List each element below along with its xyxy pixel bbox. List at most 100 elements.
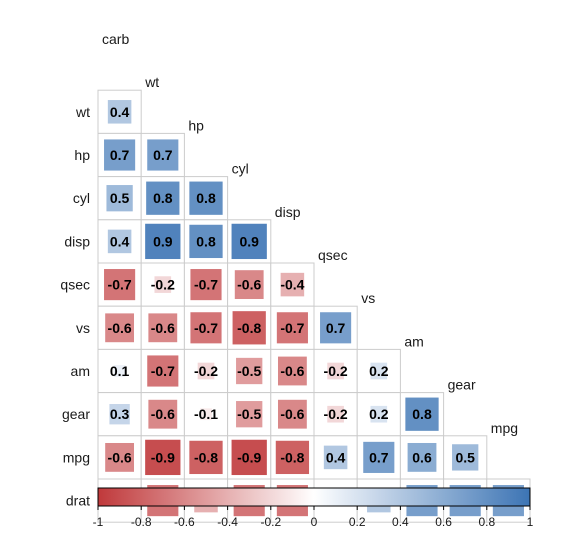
correlation-square — [147, 355, 179, 387]
correlation-square — [370, 405, 388, 423]
cell-value: 0.7 — [369, 449, 389, 465]
cell-value: 0.7 — [110, 147, 130, 163]
colorbar-tick-label: 0 — [311, 515, 318, 529]
correlation-square — [107, 100, 132, 124]
row-label: vs — [76, 320, 90, 336]
cell-value: 0.2 — [369, 363, 389, 379]
cell-value: 0.9 — [153, 233, 173, 249]
correlation-square — [277, 399, 307, 429]
row-label: drat — [66, 493, 90, 509]
cell-value: -0.6 — [280, 363, 304, 379]
cell-value: 0.9 — [239, 233, 259, 249]
cell-value: 0.4 — [326, 449, 346, 465]
cell-value: -0.7 — [108, 277, 132, 293]
correlation-square — [370, 362, 388, 380]
correlation-square — [154, 276, 172, 293]
cell-value: -0.4 — [280, 277, 304, 293]
colorbar: -1 -0.8 -0.6 -0.4 -0.2 0 0.2 0.4 0.6 0.8 1 — [93, 487, 534, 529]
cell-value: -0.8 — [280, 449, 304, 465]
cell-value: -0.7 — [280, 320, 304, 336]
correlation-square — [145, 223, 181, 260]
cell-value: 0.7 — [153, 147, 173, 163]
correlation-square — [105, 313, 135, 343]
correlation-square — [148, 313, 178, 343]
cell-value: 0.5 — [455, 449, 475, 465]
colorbar-tick-label: -0.8 — [131, 515, 152, 529]
cell-value: -0.6 — [108, 449, 132, 465]
column-label: cyl — [232, 161, 249, 177]
cell-value: -0.6 — [151, 320, 175, 336]
correlation-square — [200, 408, 212, 421]
correlation-square — [147, 139, 179, 171]
cell-value: 0.8 — [196, 233, 216, 249]
column-label: gear — [448, 377, 476, 393]
correlation-square — [236, 401, 263, 428]
cells-layer: 0.4 0.7 0.7 0.5 0.8 0.8 0.4 0.9 0.8 0.9 -0.7 -0.2 -0… — [97, 89, 531, 523]
cell-value: -0.9 — [151, 449, 175, 465]
correlation-square — [327, 405, 344, 423]
column-label: hp — [188, 117, 204, 133]
cell-value: -0.7 — [151, 363, 175, 379]
cell-value: 0.5 — [110, 190, 130, 206]
correlation-square — [327, 362, 344, 380]
column-label: am — [404, 333, 423, 349]
cell-value: -0.8 — [194, 449, 218, 465]
colorbar-tick-label: -1 — [93, 515, 104, 529]
correlation-square — [407, 442, 437, 472]
cell-value: -0.6 — [280, 406, 304, 422]
cell-value: -0.5 — [237, 406, 261, 422]
cell-value: -0.5 — [237, 363, 261, 379]
correlation-square — [236, 357, 263, 385]
column-label: vs — [361, 290, 375, 306]
correlation-square — [232, 311, 266, 345]
labels-layer: wt hp cyl disp qsec vs am gear mpg drat carb wt hp cy… — [60, 31, 518, 509]
cell-border — [356, 348, 401, 394]
cell-value: 0.4 — [110, 104, 130, 120]
correlation-square — [231, 223, 267, 260]
correlation-square — [277, 356, 307, 386]
correlation-square — [275, 440, 310, 475]
correlation-square — [189, 224, 223, 259]
cell-value: 0.6 — [412, 449, 432, 465]
cell-value: 0.8 — [153, 190, 173, 206]
colorbar-tick-label: -0.4 — [217, 515, 238, 529]
correlation-square — [363, 441, 395, 473]
row-label: gear — [62, 406, 90, 422]
correlation-square — [146, 181, 180, 215]
cell-value: 0.4 — [110, 233, 130, 249]
row-label: hp — [74, 147, 90, 163]
colorbar-tick-label: 1 — [527, 515, 534, 529]
column-label: qsec — [318, 247, 348, 263]
cell-value: -0.2 — [151, 277, 175, 293]
column-label: wt — [144, 74, 159, 90]
cell-value: -0.8 — [237, 320, 261, 336]
correlation-square — [234, 270, 264, 300]
correlation-square — [452, 444, 479, 471]
row-label: cyl — [73, 190, 90, 206]
cell-value: -0.7 — [194, 320, 218, 336]
cell-value: -0.6 — [108, 320, 132, 336]
cell-value: -0.2 — [324, 406, 348, 422]
colorbar-tick-label: 0.8 — [478, 515, 495, 529]
cell-value: -0.9 — [237, 449, 261, 465]
cell-value: -0.2 — [324, 363, 348, 379]
colorbar-tick-label: 0.6 — [435, 515, 452, 529]
row-label: mpg — [63, 449, 90, 465]
correlation-square — [190, 312, 222, 344]
cell-value: 0.7 — [326, 320, 346, 336]
row-label: qsec — [60, 277, 90, 293]
correlation-square — [320, 312, 352, 344]
cell-value: -0.1 — [194, 406, 218, 422]
cell-value: 0.8 — [412, 406, 432, 422]
colorbar-tick-label: -0.2 — [260, 515, 281, 529]
cell-value: 0.8 — [196, 190, 216, 206]
correlation-square — [109, 404, 130, 425]
correlation-square — [323, 445, 348, 470]
cell-value: 0.1 — [110, 363, 130, 379]
cell-value: -0.6 — [151, 406, 175, 422]
cell-value: -0.2 — [194, 363, 218, 379]
correlation-square — [231, 439, 267, 476]
correlation-square — [104, 139, 136, 171]
correlation-square — [113, 365, 126, 377]
